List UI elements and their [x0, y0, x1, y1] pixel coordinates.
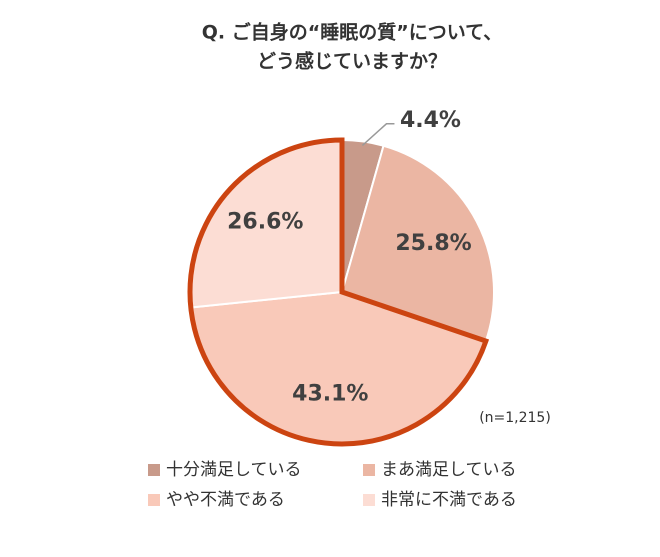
- data-label: 26.6%: [227, 210, 303, 235]
- annotation: (n=1,215): [479, 410, 551, 426]
- legend-label: 十分満足している: [166, 460, 302, 480]
- legend-label: まあ満足している: [381, 460, 517, 480]
- highlight-outline: [187, 137, 490, 447]
- legend-label: 非常に不満である: [381, 490, 517, 510]
- data-label: 4.4%: [400, 108, 461, 133]
- legend-swatch: [148, 464, 160, 476]
- legend-swatch: [148, 494, 160, 506]
- leader-line: [361, 123, 395, 146]
- pie-slice: [340, 144, 495, 343]
- data-label: 43.1%: [292, 382, 368, 407]
- legend-swatch: [363, 464, 375, 476]
- legend-label: やや不満である: [166, 490, 285, 510]
- chart-title: どう感じていますか？: [257, 50, 447, 73]
- legend-swatch: [363, 494, 375, 506]
- data-label: 25.8%: [395, 231, 471, 256]
- chart-title: Q. ご自身の“睡眠の質”について、: [202, 21, 502, 44]
